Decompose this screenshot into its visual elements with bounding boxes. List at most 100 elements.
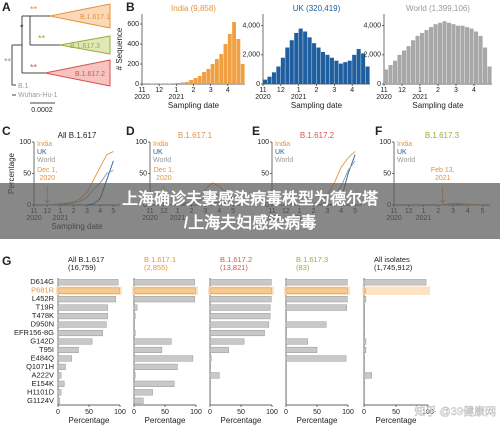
x-tick-label: 1: [418, 87, 422, 94]
bar: [206, 69, 211, 84]
category-label: L452R: [32, 294, 55, 303]
bar: [363, 380, 365, 387]
legend-label: India: [153, 141, 168, 148]
x-tick-label: 0: [56, 409, 60, 416]
root-label: Wuhan-Hu-1: [18, 92, 58, 99]
watermark: 知乎 @39健康网: [415, 404, 496, 418]
chart-title: B.1.617.3: [425, 131, 460, 140]
category-label: D614G: [30, 277, 54, 286]
bar: [433, 24, 438, 84]
x-axis-label: Sampling date: [412, 101, 464, 110]
bar: [184, 82, 189, 84]
x-year-label: 2021: [412, 94, 428, 101]
x-axis-label: Percentage: [221, 416, 262, 425]
bar: [465, 27, 470, 84]
bar: [189, 80, 194, 84]
bar: [180, 82, 185, 84]
x-axis-label: Sampling date: [168, 101, 220, 110]
clade-label: B.1.617.1: [80, 14, 110, 21]
panel-label: G: [2, 254, 11, 268]
bar: [347, 60, 352, 84]
bar: [363, 355, 365, 362]
bar: [133, 397, 144, 404]
category-label: A222V: [31, 370, 54, 379]
bar: [57, 338, 93, 345]
bar: [209, 389, 211, 396]
bar: [133, 287, 196, 294]
bar: [363, 279, 427, 286]
y-tick-label: 200: [127, 61, 139, 68]
bar: [320, 51, 326, 84]
x-tick-label: 2: [315, 87, 319, 94]
bar: [363, 287, 366, 294]
bar: [133, 321, 135, 328]
bar: [150, 83, 155, 84]
x-tick-label: 100: [342, 409, 354, 416]
bar: [133, 355, 194, 362]
x-tick-label: 100: [190, 409, 202, 416]
y-tick-label: 50: [23, 170, 31, 177]
x-tick-label: 0: [132, 409, 136, 416]
chart-subtitle: (2,855): [144, 263, 168, 272]
bar: [285, 321, 327, 328]
y-tick-label: 100: [19, 139, 31, 146]
annotation: 2020: [156, 175, 172, 182]
support: **: [30, 4, 38, 14]
x-tick-label: 50: [85, 409, 93, 416]
bar: [210, 64, 215, 84]
category-label: H1101D: [27, 387, 55, 396]
bar: [487, 66, 492, 84]
bar: [316, 47, 321, 84]
bar: [285, 363, 287, 370]
bar: [384, 69, 389, 84]
bar: [483, 47, 488, 84]
category-label: EFR156-8G: [14, 328, 54, 337]
chart-title: B.1.617.3: [296, 255, 328, 264]
clade-label: B.1.617.2: [75, 71, 105, 78]
bar: [363, 338, 367, 345]
bar: [478, 35, 483, 84]
x-axis-label: Percentage: [145, 416, 186, 425]
bar: [294, 32, 299, 84]
bar: [334, 60, 339, 84]
bar: [363, 389, 365, 396]
bar: [460, 25, 465, 85]
chart-title: B.1.617.2: [300, 131, 335, 140]
y-tick-label: 4,000: [363, 23, 381, 30]
bar: [469, 28, 474, 84]
bar: [271, 72, 276, 84]
bar: [388, 65, 393, 84]
x-tick-label: 0: [362, 409, 366, 416]
legend-label: World: [153, 157, 171, 164]
bar: [343, 62, 348, 84]
legend-label: World: [397, 157, 415, 164]
y-tick-label: 2,000: [363, 52, 381, 59]
y-tick-label: 400: [127, 41, 139, 48]
x-year-label: 2020: [376, 94, 392, 101]
bar: [209, 321, 270, 328]
annotation: 2021: [435, 175, 451, 182]
bar: [285, 380, 287, 387]
bar: [133, 279, 195, 286]
clade-triangle: [49, 3, 111, 29]
legend-label: UK: [397, 149, 407, 156]
x-tick-label: 12: [277, 87, 285, 94]
category-label: Q1071H: [26, 362, 54, 371]
x-tick-label: 50: [237, 409, 245, 416]
bar: [197, 76, 202, 84]
x-tick-label: 50: [313, 409, 321, 416]
bar: [219, 54, 224, 84]
bar: [57, 279, 119, 286]
chart-title: UK (320,419): [293, 4, 341, 13]
x-tick-label: 50: [161, 409, 169, 416]
legend-label: India: [397, 141, 412, 148]
bar: [285, 304, 347, 311]
y-tick-label: 0: [377, 81, 381, 88]
bar: [411, 40, 416, 84]
x-year-label: 2020: [255, 94, 271, 101]
category-label: G1124V: [27, 396, 54, 405]
bar: [209, 287, 272, 294]
bar: [363, 372, 372, 379]
bar: [193, 78, 198, 84]
